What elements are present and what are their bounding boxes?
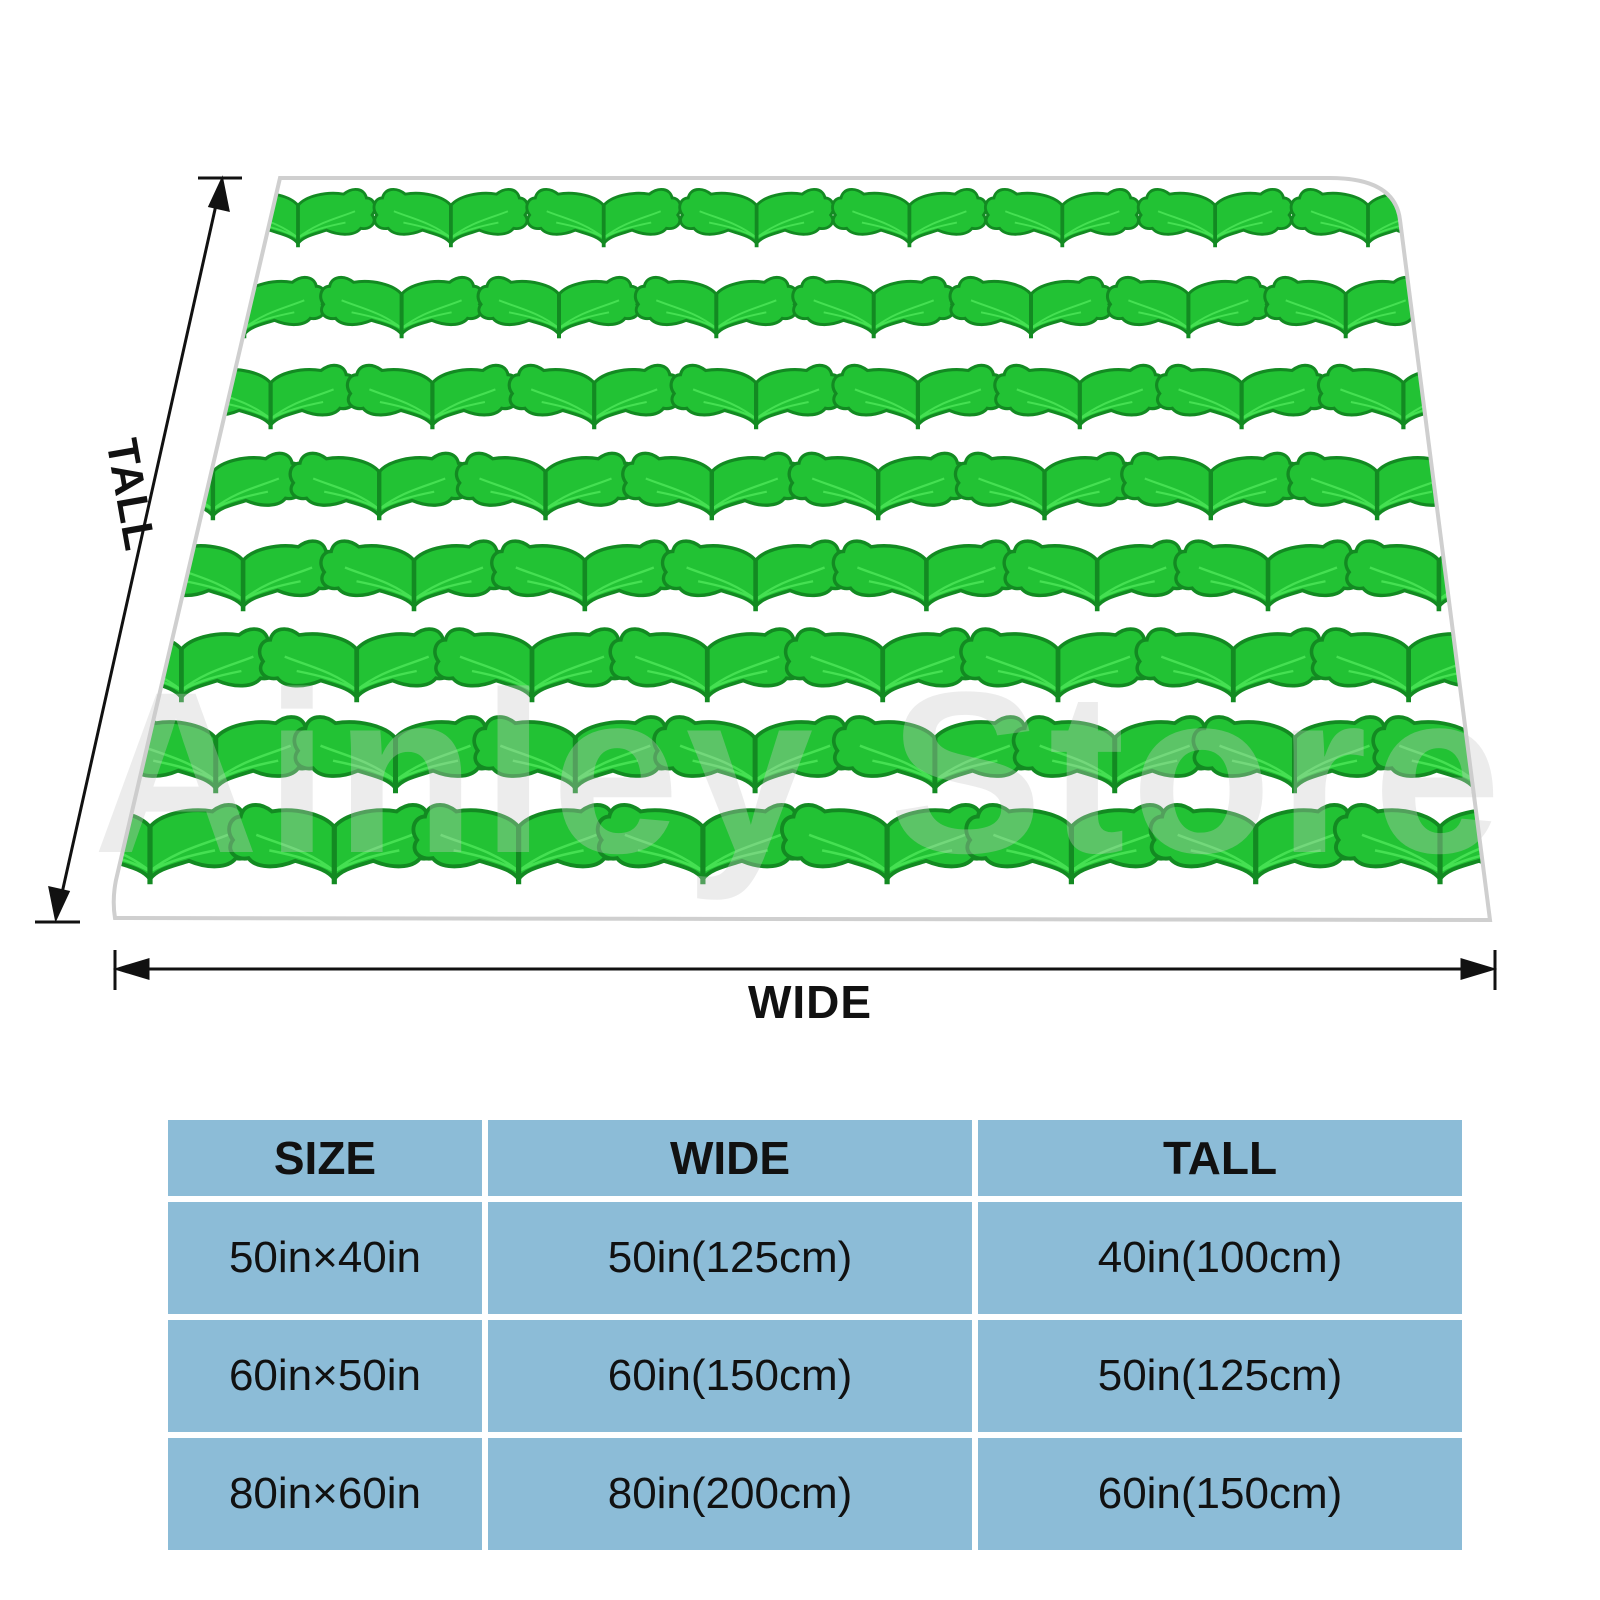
header-size: SIZE xyxy=(168,1120,482,1196)
blanket-scene xyxy=(35,175,1498,990)
table-row: 80in×60in 80in(200cm) 60in(150cm) xyxy=(168,1438,1462,1550)
header-wide: WIDE xyxy=(488,1120,972,1196)
wide-dimension-label: WIDE xyxy=(747,976,873,1028)
tall-cell: 50in(125cm) xyxy=(978,1320,1462,1432)
wide-cell: 50in(125cm) xyxy=(488,1202,972,1314)
tall-dimension-arrow xyxy=(35,175,242,924)
size-table-header-row: SIZE WIDE TALL xyxy=(168,1120,1462,1196)
table-row: 60in×50in 60in(150cm) 50in(125cm) xyxy=(168,1320,1462,1432)
size-cell: 80in×60in xyxy=(168,1438,482,1550)
wide-dimension-arrow xyxy=(112,950,1498,990)
size-cell: 60in×50in xyxy=(168,1320,482,1432)
tall-cell: 60in(150cm) xyxy=(978,1438,1462,1550)
tall-cell: 40in(100cm) xyxy=(978,1202,1462,1314)
header-tall: TALL xyxy=(978,1120,1462,1196)
size-table: SIZE WIDE TALL 50in×40in 50in(125cm) 40i… xyxy=(162,1114,1468,1556)
table-row: 50in×40in 50in(125cm) 40in(100cm) xyxy=(168,1202,1462,1314)
size-cell: 50in×40in xyxy=(168,1202,482,1314)
wide-cell: 80in(200cm) xyxy=(488,1438,972,1550)
wide-cell: 60in(150cm) xyxy=(488,1320,972,1432)
